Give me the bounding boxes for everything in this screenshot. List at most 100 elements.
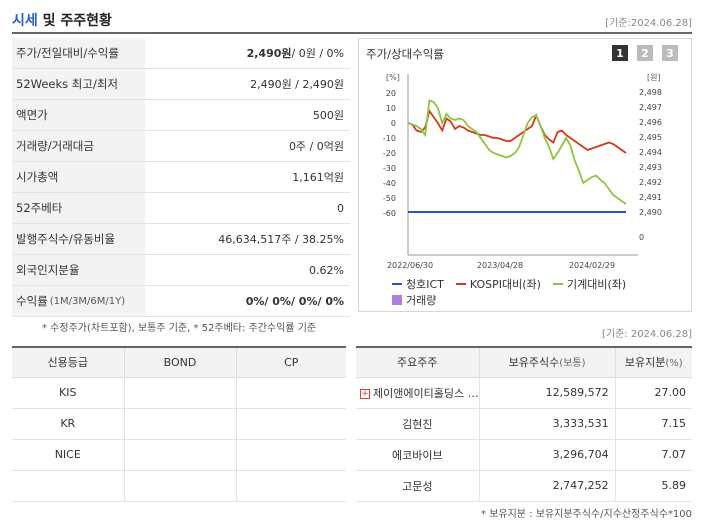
major-shareholders-table: 주요주주 보유주식수(보통) 보유지분(%) + 제이앤에이티홀딩스 … 12,58… [356, 346, 692, 502]
summary-label-text: 52주베타 [16, 201, 63, 215]
chart-page-2-button[interactable]: 2 [637, 45, 653, 61]
legend-label: KOSPI대비(좌) [469, 278, 541, 291]
y-right-tick-label: 2,495 [639, 133, 662, 142]
col-header-shares-sub: (보통) [559, 358, 586, 370]
section-title-highlight: 시세 [12, 13, 38, 29]
summary-footnote: * 수정주가(차트포함), 보통주 기준, * 52주베타: 주간수익률 기준 [42, 323, 317, 334]
cp-rating-cell [236, 439, 346, 471]
legend-label: 기계대비(좌) [566, 278, 627, 291]
y-left-tick-label: -40 [383, 179, 396, 188]
summary-row: 거래량/거래대금 0주 / 0억원 [12, 131, 350, 162]
summary-value-text: 2,490원 / 2,490원 [250, 78, 344, 91]
shareholder-name-cell: 고문성 [356, 470, 480, 502]
col-header-cp: CP [236, 348, 346, 378]
summary-value: 500원 [145, 100, 350, 130]
summary-value: 46,634,517주 / 38.25% [145, 224, 350, 254]
col-header-shares: 보유주식수(보통) [479, 348, 616, 378]
rating-agency-cell: KIS [12, 377, 125, 409]
y-left-tick-label: -50 [383, 194, 396, 203]
summary-value: 2,490원 / 2,490원 [145, 69, 350, 99]
legend-item-volume[interactable]: 거래량 [392, 292, 436, 308]
summary-label-sub: (1M/3M/6M/1Y) [49, 295, 126, 307]
summary-label-text: 발행주식수/유동비율 [16, 232, 116, 246]
shareholder-name: 제이앤에이티홀딩스 … [373, 386, 479, 400]
summary-label: 주가/전일대비/수익률 [12, 38, 145, 68]
summary-row: 시가총액 1,161억원 [12, 162, 350, 193]
summary-value-text: 0 [337, 201, 344, 215]
rating-agency-cell [12, 470, 125, 502]
bond-rating-cell [124, 377, 237, 409]
legend-item-stock[interactable]: 청호ICT [392, 276, 444, 292]
right-axis-unit: [원] [647, 73, 661, 82]
y-left-tick-label: 10 [386, 104, 396, 113]
summary-label-text: 시가총액 [16, 170, 59, 184]
col-header-shareholder: 주요주주 [356, 348, 480, 378]
legend-item-machinery[interactable]: 기계대비(좌) [552, 276, 627, 292]
shares-cell: 3,296,704 [479, 439, 616, 471]
summary-value-bold: 0%/ 0%/ 0%/ 0% [245, 294, 344, 308]
legend-swatch [552, 283, 563, 285]
shareholders-footnote: * 보유지분 : 보유지분주식수/지수산정주식수*100 [481, 509, 692, 520]
chart-title: 주가/상대수익률 [366, 47, 444, 61]
left-axis-unit: [%] [386, 73, 400, 82]
y-left-tick-label: 20 [386, 89, 396, 98]
table-row: + 제이앤에이티홀딩스 … 12,589,572 27.00 [356, 377, 692, 409]
summary-value-text: / 0원 / 0% [291, 47, 344, 60]
shareholder-name: 에코바이브 [391, 448, 443, 462]
summary-label-text: 52Weeks 최고/최저 [16, 77, 118, 91]
expand-plus-icon[interactable]: + [360, 388, 370, 399]
cp-rating-cell [236, 470, 346, 502]
bond-rating-cell [124, 470, 237, 502]
y-right-tick-label: 0 [639, 233, 644, 242]
shares-cell: 3,333,531 [479, 408, 616, 440]
summary-value: 0.62% [145, 255, 350, 285]
table-row: 에코바이브 3,296,704 7.07 [356, 439, 692, 471]
chart-page-1-button[interactable]: 1 [612, 45, 628, 61]
summary-label-text: 거래량/거래대금 [16, 139, 94, 153]
price-summary-table: 주가/전일대비/수익률 2,490원 / 0원 / 0% 52Weeks 최고/최저… [12, 38, 350, 317]
stake-cell: 5.89 [615, 470, 692, 502]
summary-row: 수익률 (1M/3M/6M/1Y) 0%/ 0%/ 0%/ 0% [12, 286, 350, 317]
table-row: KIS [12, 377, 346, 409]
shares-cell: 12,589,572 [479, 377, 616, 409]
series-line-2 [407, 99, 627, 205]
y-left-tick-label: -20 [383, 149, 396, 158]
col-header-shares-label: 보유주식수 [508, 356, 560, 370]
summary-row: 52Weeks 최고/최저 2,490원 / 2,490원 [12, 69, 350, 100]
y-right-tick-label: 2,496 [639, 118, 662, 127]
legend-item-kospi[interactable]: KOSPI대비(좌) [455, 276, 541, 292]
summary-value-bold: 2,490원 [246, 47, 292, 60]
summary-value-text: 0.62% [309, 263, 344, 277]
stake-cell: 7.15 [615, 408, 692, 440]
summary-label-text: 외국인지분율 [16, 263, 80, 277]
y-right-tick-label: 2,498 [639, 88, 662, 97]
table-row: 김현진 3,333,531 7.15 [356, 408, 692, 440]
stake-cell: 7.07 [615, 439, 692, 471]
legend-swatch [392, 295, 402, 305]
summary-label: 시가총액 [12, 162, 145, 192]
chart-legend-row2: 거래량 [392, 292, 448, 308]
shareholder-name-cell[interactable]: + 제이앤에이티홀딩스 … [356, 377, 480, 409]
summary-label: 52주베타 [12, 193, 145, 223]
chart-panel [358, 38, 692, 312]
shares-cell: 2,747,252 [479, 470, 616, 502]
summary-label-text: 주가/전일대비/수익률 [16, 46, 119, 60]
x-tick-label: 2024/02/29 [569, 261, 615, 270]
shareholder-name-cell: 김현진 [356, 408, 480, 440]
y-right-tick-label: 2,493 [639, 163, 662, 172]
summary-row: 외국인지분율 0.62% [12, 255, 350, 286]
summary-label: 수익률 (1M/3M/6M/1Y) [12, 286, 145, 316]
summary-value-text: 500원 [312, 109, 344, 122]
header-divider [12, 32, 692, 34]
legend-swatch [455, 283, 466, 285]
stake-cell: 27.00 [615, 377, 692, 409]
summary-value: 0주 / 0억원 [145, 131, 350, 161]
rating-agency-cell: NICE [12, 439, 125, 471]
legend-label: 거래량 [406, 294, 437, 307]
bond-rating-cell [124, 439, 237, 471]
summary-row: 액면가 500원 [12, 100, 350, 131]
bond-rating-cell [124, 408, 237, 440]
summary-value-text: 1,161억원 [292, 171, 344, 184]
chart-page-3-button[interactable]: 3 [662, 45, 678, 61]
summary-value-text: 46,634,517주 / 38.25% [218, 233, 344, 246]
